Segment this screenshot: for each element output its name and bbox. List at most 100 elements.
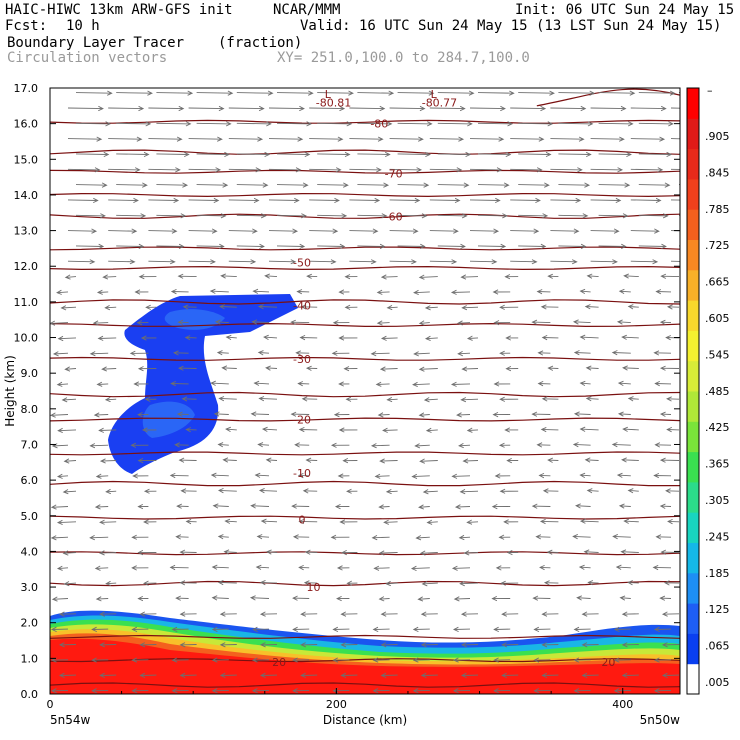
colorbar-label: .425 [705, 421, 730, 434]
vector-arrow [61, 397, 77, 403]
vector-arrow [255, 564, 270, 570]
vector-arrow [292, 534, 310, 540]
vector-arrow [469, 259, 498, 265]
vector-arrow [540, 304, 559, 310]
vector-arrow [518, 151, 552, 158]
vector-arrow [182, 304, 197, 310]
field-name: Boundary Layer Tracer [7, 35, 185, 51]
vector-arrow [457, 351, 471, 357]
vector-arrow [104, 305, 117, 311]
vector-arrow [188, 197, 220, 204]
vector-arrow [457, 320, 471, 326]
vector-arrow [179, 611, 197, 617]
vector-arrow [477, 182, 510, 188]
vector-arrow [621, 611, 639, 617]
y-tick-label: 3.0 [21, 581, 39, 594]
colorbar-swatch [687, 88, 699, 119]
tracer-surface-layer [50, 610, 680, 694]
vector-arrow [258, 396, 278, 402]
vector-arrow [98, 550, 117, 556]
vector-arrow [397, 243, 426, 250]
vector-arrow [137, 366, 157, 372]
vector-arrow [174, 442, 189, 448]
vector-arrow [503, 519, 519, 525]
vector-arrow [148, 167, 181, 173]
vector-arrow [630, 259, 659, 265]
vector-arrow [219, 611, 237, 617]
vector-arrow [257, 304, 278, 310]
vector-arrow [413, 289, 430, 296]
vector-arrow [260, 518, 278, 524]
vector-arrow [586, 488, 599, 494]
vector-arrow [630, 197, 662, 204]
vector-arrow [92, 320, 109, 326]
vector-arrow [268, 167, 302, 173]
forecast-label: Fcst: [5, 18, 48, 34]
vector-arrow [579, 288, 591, 294]
vector-arrow [558, 151, 592, 158]
org-label: NCAR/MMM [273, 2, 341, 18]
colorbar-label: .305 [705, 494, 730, 507]
vector-arrow [541, 334, 559, 341]
colorbar-label: .785 [705, 203, 730, 216]
vector-arrow [219, 304, 237, 310]
vector-arrow [228, 105, 265, 112]
valid-time: Valid: 16 UTC Sun 24 May 15 (13 LST Sun … [300, 18, 722, 34]
vector-arrow [372, 626, 390, 633]
vector-arrow [617, 411, 631, 417]
vector-arrow [137, 457, 157, 464]
vector-arrow [585, 396, 599, 402]
circulation-vectors [50, 90, 680, 694]
vector-arrow [453, 596, 471, 602]
vector-arrow [575, 503, 591, 509]
vector-arrow [498, 534, 511, 540]
vector-arrow [268, 136, 304, 142]
vector-arrow [292, 595, 310, 601]
vector-arrow [659, 503, 672, 509]
vector-arrow [627, 580, 639, 586]
vector-arrow [537, 380, 551, 387]
vector-arrow [259, 579, 278, 586]
plot-frame [49, 87, 681, 695]
vector-arrow [139, 672, 157, 679]
vector-arrow [94, 504, 109, 510]
y-tick-label: 14.0 [14, 189, 39, 202]
vector-arrow [623, 518, 639, 524]
vector-arrow [510, 259, 538, 265]
vector-arrow [418, 412, 430, 418]
vector-arrow [132, 473, 149, 479]
vector-arrow [292, 688, 310, 694]
vector-arrow [251, 626, 270, 633]
vector-arrow [156, 182, 189, 188]
vector-arrow [638, 151, 673, 158]
vector-arrow [295, 350, 310, 356]
vector-arrow [96, 289, 109, 295]
vector-arrow [623, 273, 639, 279]
vector-arrow [518, 121, 554, 127]
vector-arrow [343, 366, 358, 372]
vector-arrow [450, 289, 471, 295]
vector-arrow [141, 427, 157, 433]
vector-arrow [410, 565, 430, 572]
vector-arrow [372, 657, 390, 663]
vector-arrow [304, 549, 318, 555]
vector-arrow [420, 672, 438, 679]
vector-arrow [423, 397, 438, 403]
vector-arrow [492, 289, 511, 295]
vector-arrow [137, 412, 149, 418]
vector-arrow [429, 197, 461, 204]
vector-arrow [340, 672, 358, 679]
vector-arrow [217, 487, 237, 494]
vector-arrow [50, 535, 69, 541]
isotherm-label: -20 [293, 414, 311, 427]
vector-arrow [630, 167, 664, 173]
vector-arrow [108, 136, 143, 142]
vector-arrow [590, 136, 625, 142]
vector-arrow [108, 197, 139, 204]
vector-arrow [56, 473, 69, 479]
vector-arrow [105, 488, 117, 495]
vector-arrow [131, 565, 149, 571]
vector-arrow [613, 626, 631, 633]
isotherm-label: -70 [385, 168, 403, 181]
vector-arrow [572, 442, 591, 448]
